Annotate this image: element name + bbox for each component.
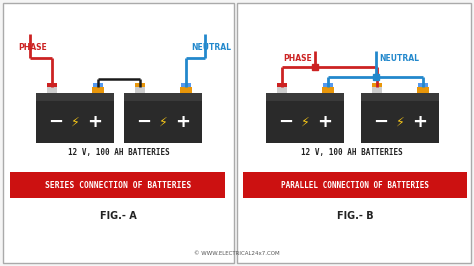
- Bar: [3, 3, 234, 263]
- Bar: [277, 83, 287, 87]
- Bar: [36, 93, 114, 101]
- Bar: [46, 87, 56, 93]
- Text: FIG.- A: FIG.- A: [100, 211, 137, 221]
- Text: NEUTRAL: NEUTRAL: [379, 54, 419, 63]
- Bar: [10, 172, 225, 198]
- Text: FIG.- B: FIG.- B: [337, 211, 374, 221]
- Text: +: +: [175, 113, 190, 131]
- Bar: [372, 87, 382, 93]
- Text: −: −: [48, 113, 63, 131]
- Text: ⚡: ⚡: [159, 115, 167, 128]
- Text: ⚡: ⚡: [396, 115, 404, 128]
- Bar: [418, 87, 429, 93]
- Text: 12 V, 100 AH BATTERIES: 12 V, 100 AH BATTERIES: [68, 148, 170, 157]
- Bar: [361, 93, 439, 143]
- Text: +: +: [317, 113, 332, 131]
- Bar: [124, 93, 202, 101]
- Bar: [124, 93, 202, 143]
- Bar: [93, 83, 103, 87]
- Text: +: +: [87, 113, 102, 131]
- Text: SERIES CONNECTION OF BATTERIES: SERIES CONNECTION OF BATTERIES: [45, 181, 191, 189]
- Bar: [182, 83, 191, 87]
- Bar: [266, 93, 344, 143]
- Bar: [135, 87, 145, 93]
- Bar: [277, 87, 287, 93]
- Bar: [266, 93, 344, 101]
- Bar: [322, 87, 334, 93]
- Text: PHASE: PHASE: [283, 54, 312, 63]
- Text: −: −: [373, 113, 388, 131]
- Bar: [372, 83, 382, 87]
- Bar: [419, 83, 428, 87]
- Bar: [323, 83, 333, 87]
- Bar: [243, 172, 467, 198]
- Bar: [46, 83, 56, 87]
- Text: +: +: [412, 113, 427, 131]
- Text: © WWW.ELECTRICAL24x7.COM: © WWW.ELECTRICAL24x7.COM: [194, 251, 280, 256]
- Text: −: −: [136, 113, 151, 131]
- Bar: [361, 93, 439, 101]
- Bar: [92, 87, 104, 93]
- Text: PARALLEL CONNECTION OF BATTERIES: PARALLEL CONNECTION OF BATTERIES: [281, 181, 429, 189]
- Text: PHASE: PHASE: [18, 43, 46, 52]
- Text: ⚡: ⚡: [71, 115, 79, 128]
- Bar: [237, 3, 471, 263]
- Text: NEUTRAL: NEUTRAL: [191, 43, 231, 52]
- Text: 12 V, 100 AH BATTERIES: 12 V, 100 AH BATTERIES: [301, 148, 403, 157]
- Bar: [135, 83, 145, 87]
- Bar: [181, 87, 192, 93]
- Bar: [36, 93, 114, 143]
- Text: −: −: [278, 113, 293, 131]
- Text: ⚡: ⚡: [301, 115, 310, 128]
